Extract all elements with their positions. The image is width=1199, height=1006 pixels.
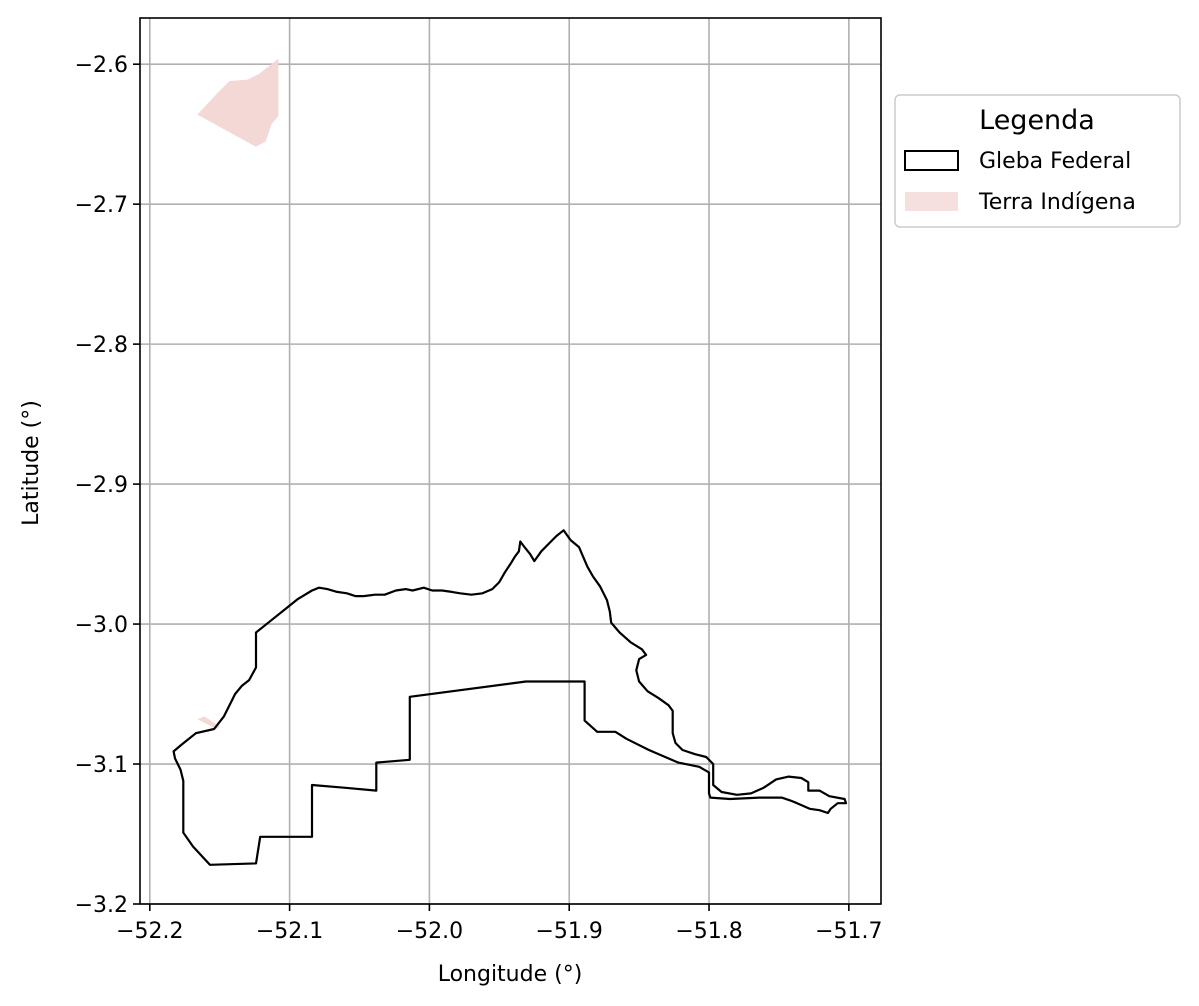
y-axis-label: Latitude (°) xyxy=(19,400,44,526)
y-tick-label: −3.0 xyxy=(75,613,128,638)
y-tick-label: −3.1 xyxy=(75,753,128,778)
y-tick-label: −2.8 xyxy=(75,333,128,358)
x-tick-label: −51.8 xyxy=(675,919,742,944)
legend-swatch-terra-indigena xyxy=(905,192,958,211)
x-tick-label: −52.0 xyxy=(396,919,463,944)
x-axis-label: Longitude (°) xyxy=(438,962,583,987)
y-tick-label: −2.7 xyxy=(75,193,128,218)
y-tick-label: −3.2 xyxy=(75,893,128,918)
legend-label-terra-indigena: Terra Indígena xyxy=(978,190,1136,215)
x-tick-label: −51.7 xyxy=(815,919,882,944)
legend: Legenda Gleba Federal Terra Indígena xyxy=(895,95,1180,227)
y-tick-label: −2.9 xyxy=(75,473,128,498)
legend-title: Legenda xyxy=(979,105,1095,136)
x-tick-label: −52.1 xyxy=(256,919,323,944)
x-tick-label: −52.2 xyxy=(116,919,183,944)
x-tick-label: −51.9 xyxy=(536,919,603,944)
y-tick-label: −2.6 xyxy=(75,53,128,78)
legend-label-gleba-federal: Gleba Federal xyxy=(979,149,1131,174)
